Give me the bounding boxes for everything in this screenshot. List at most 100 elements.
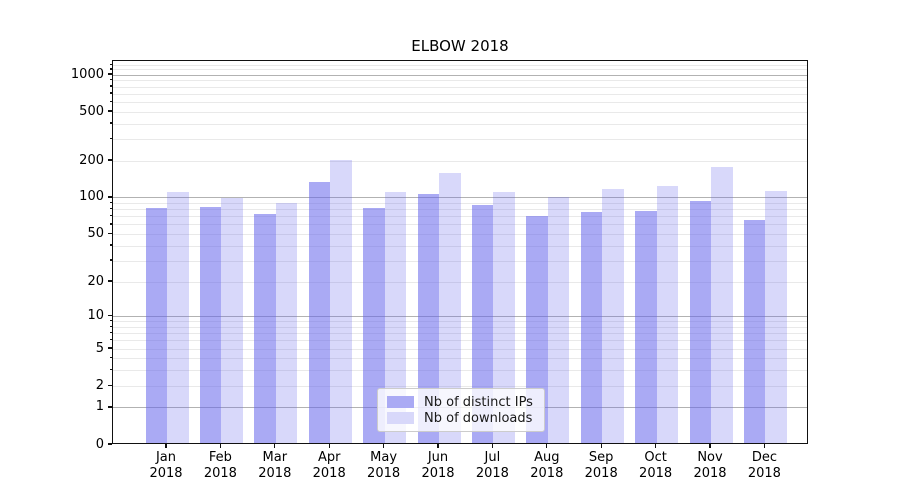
x-tick-label: Jun 2018	[410, 450, 466, 481]
x-tick-label-line: 2018	[530, 465, 564, 481]
y-minor-tick-mark	[109, 223, 112, 225]
x-tick-label-line: Jun	[427, 450, 449, 465]
minor-gridline	[113, 101, 807, 103]
minor-gridline	[113, 333, 807, 335]
minor-gridline	[113, 326, 807, 328]
y-minor-tick-mark	[109, 85, 112, 87]
x-tick-label: May 2018	[356, 450, 412, 481]
legend-label-distinct-ips: Nb of distinct IPs	[424, 394, 533, 410]
x-tick-label: Jul 2018	[464, 450, 520, 481]
legend-swatch-distinct-ips	[387, 396, 414, 408]
minor-gridline	[113, 111, 807, 113]
minor-gridline	[113, 260, 807, 262]
major-gridline	[113, 197, 807, 199]
x-tick-label-line: Mar	[262, 450, 288, 465]
plot-area	[112, 60, 808, 444]
y-minor-tick-mark	[109, 325, 112, 327]
y-tick-mark	[108, 110, 112, 112]
y-tick-mark	[108, 347, 112, 349]
minor-gridline	[113, 123, 807, 125]
y-minor-tick-mark	[109, 68, 112, 70]
x-tick-label: Aug 2018	[519, 450, 575, 481]
y-tick-label: 10	[87, 308, 104, 324]
x-tick-label-line: 2018	[149, 465, 183, 481]
minor-gridline	[113, 64, 807, 66]
legend-swatch-downloads	[387, 412, 414, 424]
minor-gridline	[113, 216, 807, 218]
x-tick-label-line: 2018	[367, 465, 401, 481]
x-tick-mark	[709, 444, 711, 448]
y-tick-mark	[108, 280, 112, 282]
bar-distinct-ips	[471, 205, 494, 443]
x-tick-label-line: Apr	[317, 450, 341, 465]
y-minor-tick-mark	[109, 63, 112, 65]
bar-distinct-ips	[145, 207, 167, 443]
y-tick-mark	[108, 232, 112, 235]
bar-distinct-ips	[635, 211, 657, 443]
chart-title: ELBOW 2018	[411, 37, 509, 55]
x-tick-mark	[600, 444, 602, 448]
y-tick-label: 50	[87, 226, 104, 241]
y-minor-tick-mark	[109, 320, 112, 322]
x-tick-label-line: 2018	[258, 465, 292, 481]
minor-gridline	[113, 234, 807, 235]
y-minor-tick-mark	[109, 201, 112, 204]
y-minor-tick-mark	[109, 339, 112, 341]
x-tick-label-line: 2018	[475, 465, 509, 481]
y-tick-label: 0	[95, 436, 104, 452]
x-tick-mark	[219, 444, 222, 448]
y-minor-tick-mark	[109, 369, 112, 371]
x-tick-label-line: Jan	[155, 450, 177, 465]
y-minor-tick-mark	[109, 215, 112, 217]
x-tick-label-line: 2018	[203, 465, 237, 481]
x-tick-mark	[382, 444, 385, 448]
minor-gridline	[113, 348, 807, 350]
y-minor-tick-mark	[109, 357, 112, 359]
bar-downloads	[765, 191, 787, 443]
bar-downloads	[384, 191, 407, 443]
y-minor-tick-mark	[109, 137, 112, 140]
y-tick-label: 5	[95, 340, 104, 356]
bar-distinct-ips	[363, 208, 385, 443]
y-tick-label: 500	[79, 103, 104, 119]
minor-gridline	[113, 358, 807, 360]
legend-item-downloads: Nb of downloads	[387, 411, 536, 426]
x-tick-label-line: Jul	[484, 450, 501, 465]
x-tick-label-line: 2018	[312, 465, 346, 481]
minor-gridline	[113, 138, 807, 140]
minor-gridline	[113, 202, 807, 204]
x-tick-mark	[165, 444, 167, 448]
x-tick-label: Sep 2018	[573, 450, 629, 481]
x-tick-mark	[654, 444, 657, 448]
minor-gridline	[113, 209, 807, 211]
x-tick-mark	[328, 444, 330, 448]
y-minor-tick-mark	[109, 122, 112, 124]
minor-gridline	[113, 385, 807, 387]
y-tick-label: 1	[95, 399, 104, 415]
bar-distinct-ips	[417, 194, 439, 443]
x-tick-mark	[491, 444, 494, 448]
bar-downloads	[330, 160, 352, 443]
y-minor-tick-mark	[109, 100, 112, 103]
x-tick-label: Oct 2018	[628, 450, 684, 481]
y-tick-label: 1000	[70, 66, 104, 82]
x-tick-mark	[437, 444, 439, 448]
minor-gridline	[113, 245, 807, 247]
bar-distinct-ips	[526, 216, 548, 443]
legend-item-distinct-ips: Nb of distinct IPs	[387, 395, 536, 410]
x-tick-label-line: 2018	[747, 465, 781, 481]
minor-gridline	[113, 69, 807, 71]
x-tick-label: Jan 2018	[138, 450, 194, 481]
y-tick-label: 2	[95, 377, 104, 393]
y-minor-tick-mark	[109, 79, 112, 81]
x-tick-label: Mar 2018	[247, 450, 303, 481]
bar-distinct-ips	[580, 211, 603, 443]
minor-gridline	[113, 80, 807, 82]
x-tick-label-line: Oct	[644, 450, 667, 465]
x-tick-label-line: 2018	[639, 465, 673, 481]
bar-distinct-ips	[743, 220, 766, 443]
y-tick-label: 20	[87, 273, 104, 289]
y-minor-tick-mark	[109, 259, 112, 261]
y-tick-mark	[108, 406, 112, 408]
